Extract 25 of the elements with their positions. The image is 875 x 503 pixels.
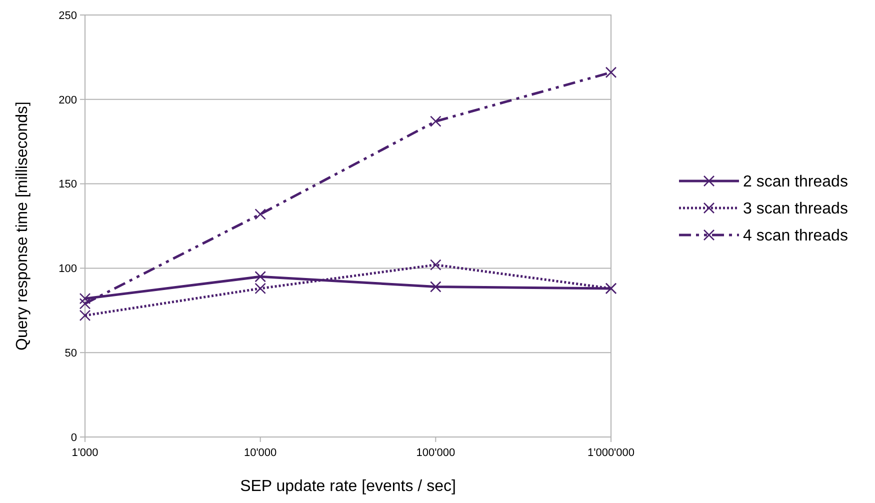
legend-label: 4 scan threads bbox=[743, 228, 848, 245]
point bbox=[79, 292, 91, 304]
point bbox=[79, 298, 91, 310]
y-axis-title: Query response time [milliseconds] bbox=[14, 102, 31, 350]
legend-label: 2 scan threads bbox=[743, 174, 848, 191]
y-tick-label: 100 bbox=[58, 263, 77, 276]
point bbox=[254, 270, 266, 282]
point bbox=[430, 116, 442, 127]
point bbox=[79, 310, 91, 322]
x-tick-label: 1'000 bbox=[72, 447, 98, 459]
point bbox=[605, 66, 617, 78]
y-tick-label: 250 bbox=[58, 10, 77, 22]
legend-label: 3 scan threads bbox=[743, 200, 848, 218]
point bbox=[430, 281, 442, 292]
x-tick-label: 100'000 bbox=[416, 447, 456, 459]
x-tick-label: 10'000 bbox=[244, 447, 277, 459]
point bbox=[254, 282, 266, 294]
x-axis-title: SEP update rate [events / sec] bbox=[240, 478, 456, 495]
y-tick-label: 50 bbox=[64, 347, 77, 360]
y-tick-label: 200 bbox=[58, 94, 77, 106]
y-tick-label: 0 bbox=[70, 432, 77, 444]
point bbox=[430, 259, 442, 270]
y-tick-label: 150 bbox=[58, 178, 77, 191]
point bbox=[254, 208, 266, 220]
x-tick-label: 1'000'000 bbox=[587, 447, 635, 459]
